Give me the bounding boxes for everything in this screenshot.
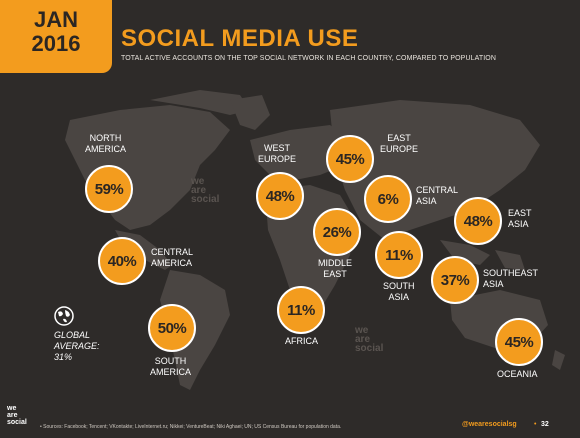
page-number: 32 (541, 421, 549, 428)
brand-logo: we are social (7, 405, 27, 426)
date-badge: JAN 2016 (0, 0, 112, 73)
region-label-central-america: CENTRAL AMERICA (151, 247, 194, 268)
region-value-middle-east: 26% (313, 208, 361, 256)
region-value-east-europe: 45% (326, 135, 374, 183)
region-value-oceania: 45% (495, 318, 543, 366)
region-value-north-america: 59% (85, 165, 133, 213)
page-separator: • (534, 421, 537, 428)
badge-month: JAN (33, 7, 78, 32)
badge-year: 2016 (31, 31, 81, 56)
region-label-north-america: NORTH AMERICA (85, 133, 127, 154)
region-value-southeast-asia: 37% (431, 256, 479, 304)
region-value-east-asia: 48% (454, 197, 502, 245)
region-value-west-europe: 48% (256, 172, 304, 220)
region-label-central-asia: CENTRAL ASIA (416, 185, 459, 206)
region-label-east-europe: EAST EUROPE (380, 133, 419, 154)
region-value-central-asia: 6% (364, 175, 412, 223)
region-label-east-asia: EAST ASIA (508, 208, 532, 229)
page-title: SOCIAL MEDIA USE (121, 25, 359, 52)
watermark-logo: we are social (355, 325, 384, 354)
region-value-africa: 11% (277, 286, 325, 334)
page-subtitle: TOTAL ACTIVE ACCOUNTS ON THE TOP SOCIAL … (121, 55, 496, 62)
region-value-south-america: 50% (148, 304, 196, 352)
sources-note: • Sources: Facebook; Tencent; VKontakte;… (40, 424, 342, 430)
region-label-africa: AFRICA (285, 336, 319, 346)
region-label-southeast-asia: SOUTHEAST ASIA (483, 268, 539, 289)
region-value-south-asia: 11% (375, 231, 423, 279)
region-label-west-europe: WEST EUROPE (258, 143, 297, 164)
global-average: GLOBAL AVERAGE: 31% (54, 330, 100, 362)
region-label-south-america: SOUTH AMERICA (150, 356, 192, 377)
region-label-middle-east: MIDDLE EAST (318, 258, 353, 279)
watermark-logo: we are social (191, 176, 220, 205)
twitter-handle[interactable]: @wearesocialsg (462, 421, 517, 428)
region-value-central-america: 40% (98, 237, 146, 285)
globe-icon (54, 306, 74, 326)
region-label-south-asia: SOUTH ASIA (383, 281, 415, 302)
region-label-oceania: OCEANIA (497, 369, 538, 379)
